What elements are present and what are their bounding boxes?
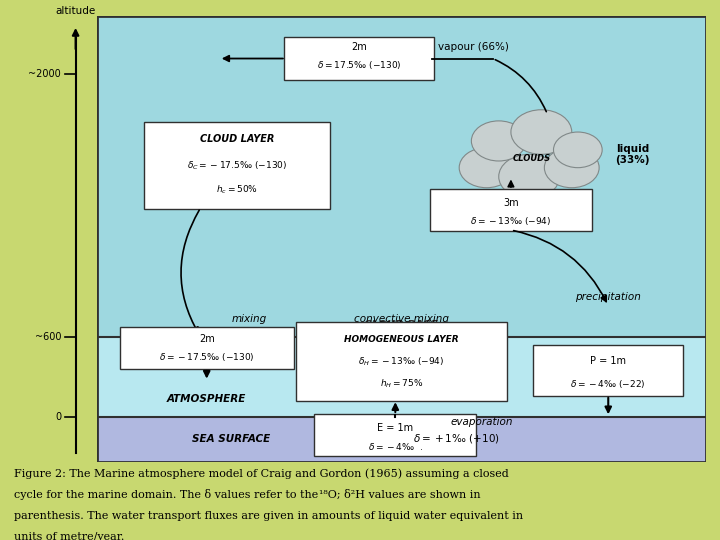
Circle shape bbox=[554, 132, 602, 167]
Circle shape bbox=[459, 147, 514, 188]
Text: $\delta_C = -17.5‰\ (-130)$: $\delta_C = -17.5‰\ (-130)$ bbox=[187, 159, 287, 172]
Bar bbox=[97, 417, 706, 462]
Text: 3m: 3m bbox=[503, 198, 518, 208]
Text: E = 1m: E = 1m bbox=[377, 423, 413, 433]
Text: 2m: 2m bbox=[199, 334, 215, 344]
Text: $\delta = -4‰$  .: $\delta = -4‰$ . bbox=[368, 441, 423, 451]
Text: Figure 2: The Marine atmosphere model of Craig and Gordon (1965) assuming a clos: Figure 2: The Marine atmosphere model of… bbox=[14, 468, 509, 479]
Text: P = 1m: P = 1m bbox=[590, 356, 626, 367]
Circle shape bbox=[544, 147, 599, 188]
Text: cycle for the marine domain. The δ values refer to the: cycle for the marine domain. The δ value… bbox=[14, 489, 322, 501]
Text: HOMOGENEOUS LAYER: HOMOGENEOUS LAYER bbox=[344, 335, 459, 343]
FancyBboxPatch shape bbox=[144, 122, 330, 209]
Text: liquid
(33%): liquid (33%) bbox=[616, 144, 650, 165]
FancyBboxPatch shape bbox=[120, 327, 294, 369]
Text: CLOUD BASE: CLOUD BASE bbox=[364, 320, 438, 330]
Circle shape bbox=[499, 154, 559, 199]
Text: $h_c = 50\%$: $h_c = 50\%$ bbox=[216, 184, 258, 196]
Text: $\delta = +1‰\ (+10)$: $\delta = +1‰\ (+10)$ bbox=[413, 432, 500, 445]
Bar bbox=[97, 337, 706, 417]
Text: evaporation: evaporation bbox=[450, 416, 513, 427]
Text: $\delta_H = -13‰\ (-94)$: $\delta_H = -13‰\ (-94)$ bbox=[359, 355, 444, 368]
Text: precipitation: precipitation bbox=[575, 292, 642, 302]
Text: ~600: ~600 bbox=[35, 332, 61, 342]
Text: $\delta = 17.5‰\ (-130)$: $\delta = 17.5‰\ (-130)$ bbox=[317, 59, 401, 71]
Text: 0: 0 bbox=[55, 412, 61, 422]
FancyBboxPatch shape bbox=[315, 414, 476, 456]
Text: parenthesis. The water transport fluxes are given in amounts of liquid water equ: parenthesis. The water transport fluxes … bbox=[14, 510, 523, 521]
Bar bbox=[97, 16, 706, 337]
Text: ¹⁸O; δ²H values are shown in: ¹⁸O; δ²H values are shown in bbox=[319, 489, 480, 500]
Text: CLOUD LAYER: CLOUD LAYER bbox=[200, 134, 274, 144]
Circle shape bbox=[472, 121, 526, 161]
Text: ~2000: ~2000 bbox=[29, 69, 61, 79]
Text: 2m: 2m bbox=[351, 42, 366, 52]
Text: altitude: altitude bbox=[55, 6, 96, 16]
Text: vapour (66%): vapour (66%) bbox=[438, 42, 509, 52]
Text: $\delta = -17.5‰\ (-130)$: $\delta = -17.5‰\ (-130)$ bbox=[159, 351, 254, 363]
FancyBboxPatch shape bbox=[430, 188, 592, 231]
Text: mixing: mixing bbox=[232, 314, 267, 324]
Text: SEA SURFACE: SEA SURFACE bbox=[192, 434, 270, 443]
Text: units of metre/year.: units of metre/year. bbox=[14, 532, 125, 540]
Text: $h_H = 75\%$: $h_H = 75\%$ bbox=[379, 377, 423, 390]
Circle shape bbox=[511, 110, 572, 154]
Text: ATMOSPHERE: ATMOSPHERE bbox=[167, 394, 246, 404]
FancyBboxPatch shape bbox=[296, 322, 507, 401]
Text: convective mixing: convective mixing bbox=[354, 314, 449, 324]
Text: CLOUDS: CLOUDS bbox=[513, 154, 552, 163]
Text: $\delta = -4‰\ (-22)$: $\delta = -4‰\ (-22)$ bbox=[570, 378, 646, 390]
FancyBboxPatch shape bbox=[534, 345, 683, 396]
Text: $\delta = -13‰\ (-94)$: $\delta = -13‰\ (-94)$ bbox=[470, 215, 552, 227]
FancyBboxPatch shape bbox=[284, 37, 433, 80]
